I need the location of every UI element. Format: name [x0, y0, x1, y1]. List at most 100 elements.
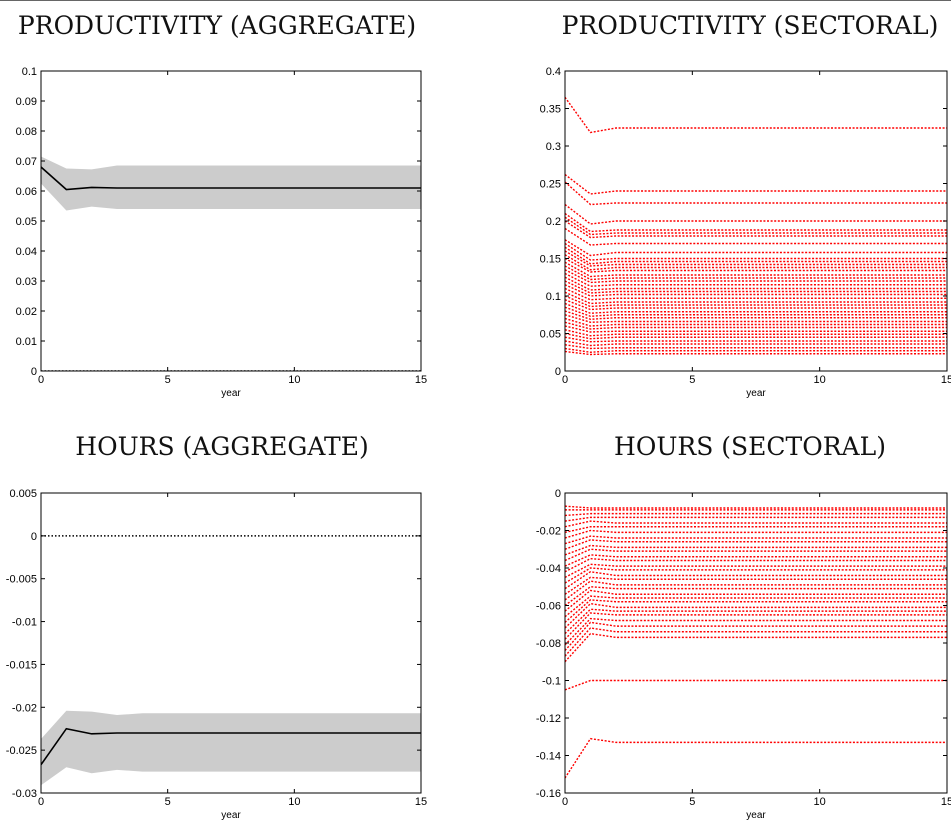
median-line — [41, 166, 421, 191]
x-axis-label: year — [221, 810, 241, 821]
y-tick-label: 0.25 — [540, 179, 561, 191]
x-tick-label: 0 — [38, 374, 44, 386]
sector-line — [565, 287, 947, 301]
y-tick-label: 0.03 — [16, 276, 37, 288]
sector-line — [565, 216, 947, 236]
sector-line — [565, 340, 947, 347]
plot-content — [565, 96, 947, 356]
y-tick-label: 0.01 — [16, 336, 37, 348]
x-tick-label: 10 — [288, 374, 300, 386]
top-rule — [0, 0, 951, 1]
sector-line — [565, 344, 947, 350]
y-tick-label: -0.04 — [536, 563, 561, 575]
y-tick-label: 0.09 — [16, 96, 37, 108]
sector-line — [565, 602, 947, 629]
y-tick-label: -0.01 — [12, 617, 37, 629]
sector-line — [565, 347, 947, 353]
sector-line — [565, 571, 947, 590]
y-tick-label: -0.08 — [536, 638, 561, 650]
sector-line — [565, 586, 947, 607]
sector-line — [565, 595, 947, 618]
y-tick-label: 0 — [555, 366, 561, 378]
y-tick-label: -0.015 — [6, 659, 37, 671]
y-tick-label: 0.1 — [546, 291, 561, 303]
sector-line — [565, 632, 947, 663]
sector-line — [565, 557, 947, 573]
x-tick-label: 5 — [165, 796, 171, 808]
y-tick-label: 0 — [555, 488, 561, 500]
sector-line — [565, 576, 947, 595]
y-tick-label: -0.03 — [12, 788, 37, 800]
sector-line — [565, 512, 947, 517]
y-tick-label: 0.3 — [546, 141, 561, 153]
x-axis-label: year — [746, 388, 766, 399]
confidence-band — [41, 710, 421, 786]
sector-line — [565, 526, 947, 534]
y-tick-label: -0.14 — [536, 751, 561, 763]
sector-line — [565, 520, 947, 528]
sector-line — [565, 254, 947, 271]
y-tick-label: 0.15 — [540, 254, 561, 266]
y-tick-label: 0.08 — [16, 126, 37, 138]
x-tick-label: 15 — [941, 374, 951, 386]
y-tick-label: 0 — [31, 531, 37, 543]
sector-line — [565, 265, 947, 281]
sector-line — [565, 563, 947, 578]
sector-line — [565, 299, 947, 311]
y-tick-label: 0 — [31, 366, 37, 378]
sector-line — [565, 203, 947, 225]
sector-line — [565, 544, 947, 556]
sector-line — [565, 284, 947, 297]
sector-line — [565, 679, 947, 691]
sector-line — [565, 548, 947, 562]
sector-line — [565, 257, 947, 273]
sector-line — [565, 627, 947, 657]
x-axis-label: year — [746, 810, 766, 821]
y-tick-label: -0.025 — [6, 745, 37, 757]
productivity-sectoral-panel: PRODUCTIVITY (SECTORAL) 0 0.05 0.1 0.15 0.2 0… — [540, 11, 951, 399]
sector-line — [565, 329, 947, 337]
y-tick-label: -0.16 — [536, 788, 561, 800]
sector-line — [565, 181, 947, 206]
sector-line — [565, 96, 947, 134]
x-tick-label: 5 — [689, 796, 695, 808]
sector-line — [565, 321, 947, 330]
sector-line — [565, 310, 947, 320]
sector-line — [565, 599, 947, 623]
y-tick-label: -0.06 — [536, 601, 561, 613]
panel-title: PRODUCTIVITY (AGGREGATE) — [18, 11, 416, 40]
sector-line — [565, 617, 947, 646]
sector-line — [565, 612, 947, 640]
sector-line — [565, 212, 947, 233]
sector-line — [565, 332, 947, 340]
sector-line — [565, 291, 947, 305]
y-tick-label: 0.005 — [9, 488, 37, 500]
sector-line — [565, 250, 947, 267]
y-tick-label: -0.1 — [542, 676, 561, 688]
y-tick-label: -0.02 — [536, 526, 561, 538]
hours-sectoral-panel: HOURS (SECTORAL) -0.16 -0.14 -0.12 -0.1 -0.0… — [536, 432, 951, 821]
sector-line — [565, 567, 947, 584]
sector-line — [565, 505, 947, 509]
sector-line — [565, 535, 947, 545]
y-tick-label: 0.4 — [546, 66, 561, 78]
sector-line — [565, 529, 947, 539]
y-tick-label: 0.04 — [16, 246, 37, 258]
x-tick-label: 15 — [941, 796, 951, 808]
sector-line — [565, 220, 947, 239]
y-tick-label: -0.12 — [536, 713, 561, 725]
x-tick-label: 15 — [415, 796, 427, 808]
sector-line — [565, 261, 947, 278]
y-tick-label: 0.05 — [16, 216, 37, 228]
sector-line — [565, 350, 947, 356]
x-tick-label: 0 — [562, 796, 568, 808]
sector-line — [565, 539, 947, 550]
x-tick-label: 15 — [415, 374, 427, 386]
plot-area — [41, 71, 421, 371]
axes-frame — [40, 492, 422, 794]
sector-line — [565, 621, 947, 651]
confidence-band — [41, 156, 421, 211]
sector-line — [565, 272, 947, 287]
plot-content — [41, 535, 421, 786]
productivity-aggregate-panel: PRODUCTIVITY (AGGREGATE) 0 0.01 0.02 0.03 0.… — [16, 11, 428, 399]
